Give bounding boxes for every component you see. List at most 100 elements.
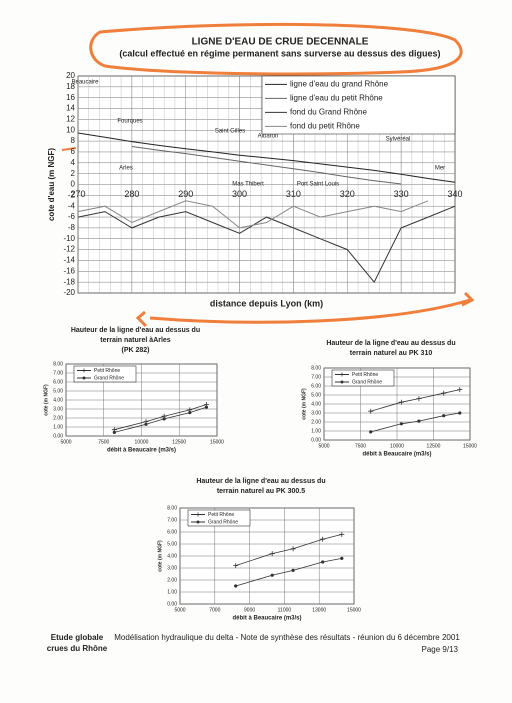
legend-marker [340,380,344,384]
point-marker [320,536,326,542]
y-tick-label: -18 [63,277,75,286]
chart-title: (PK 282) [121,347,149,354]
x-axis-label: débit à Beaucaire (m3/s) [232,616,301,622]
y-tick-label: 2.00 [167,577,177,583]
y-tick-label: 5.00 [53,388,63,394]
y-tick-label: -6 [68,212,76,221]
legend-label: Grand Rhône [94,375,124,381]
y-tick-label: 16 [66,93,75,102]
footer-page: Page 9/13 [422,645,459,654]
highlight-tick [61,147,77,151]
y-tick-label: 8.00 [53,361,63,367]
y-axis-label: cote (m NGF) [43,384,49,416]
point-marker [269,551,275,557]
y-axis-label: cote (m NGF) [301,388,307,420]
y-tick-label: 6.00 [53,379,63,385]
x-tick-label: 15000 [463,443,477,449]
x-tick-label: 10000 [135,439,149,445]
y-tick-label: 2.00 [53,415,63,421]
point-marker [204,405,209,409]
y-tick-label: 18 [66,82,75,91]
annotation: Sylvéréal [386,137,411,143]
y-tick-label: 1.00 [167,589,177,595]
footer-study: Etude globale [51,633,104,642]
chart-title: terrain naturel au PK 310 [350,350,433,357]
x-tick-label: 340 [447,189,462,199]
legend-label: ligne d'eau du petit Rhône [290,94,383,103]
point-marker [291,568,295,573]
legend-label: fond du Grand Rhône [290,108,367,117]
y-tick-label: 0.00 [167,601,177,607]
annotation: Albaron [258,134,279,140]
point-marker [416,396,422,402]
legend-label: Petit Rhône [352,372,378,378]
legend-label: fond du petit Rhône [290,122,360,131]
y-tick-label: 7.00 [53,370,63,376]
y-axis-label: cote (m NGF) [157,540,163,572]
x-tick-label: 12500 [172,439,186,445]
y-tick-label: 7.00 [311,374,321,380]
highlight-ellipse [89,22,463,76]
y-tick-label: 6.00 [311,383,321,389]
point-marker [112,430,116,434]
x-tick-label: 13000 [312,607,326,613]
y-tick-label: 2 [71,169,76,178]
chart-title: terrain naturel àArles [100,337,171,344]
chart-subtitle: (calcul effectué en régime permanent san… [119,48,440,58]
point-marker [441,390,447,396]
y-axis-label: cote d'eau (m NGF) [47,148,56,221]
annotation: Beaucaire [71,80,99,86]
legend-label: ligne d'eau du grand Rhône [290,80,389,89]
legend-marker [196,520,200,524]
y-tick-label: 8.00 [311,365,321,371]
y-tick-label: -14 [63,256,75,265]
y-tick-label: 6 [71,147,76,156]
point-marker [399,422,403,426]
y-tick-label: 1.00 [311,428,321,434]
y-tick-label: 1.00 [53,424,63,430]
point-marker [234,584,238,588]
legend-box [261,75,456,135]
annotation: Saint Gilles [215,129,245,135]
x-tick-label: 11000 [278,607,292,613]
y-tick-label: 5.00 [311,392,321,398]
y-tick-label: 3.00 [167,565,177,571]
point-marker [368,408,374,414]
annotation: Mer [435,166,445,172]
legend-label: Grand Rhône [208,519,238,525]
point-marker [162,417,166,421]
y-tick-label: 14 [66,104,75,113]
point-marker [417,419,421,423]
y-tick-label: 3.00 [311,410,321,416]
highlight-arrow [135,291,475,328]
legend-marker [82,376,86,380]
series-line [131,146,402,185]
x-tick-label: 10000 [390,443,404,449]
footer-description: Modélisation hydraulique du delta - Note… [114,633,460,642]
x-axis-label: débit à Beaucaire (m3/s) [107,448,176,454]
y-tick-label: -2 [68,190,76,199]
x-tick-label: 5000 [60,439,71,445]
y-tick-label: 3.00 [53,406,63,412]
series-line [77,200,429,229]
y-tick-label: 6.00 [167,529,177,535]
x-tick-label: 15000 [210,439,224,445]
y-tick-label: 20 [66,71,75,80]
series-line [77,205,456,284]
y-tick-label: 4.00 [53,397,63,403]
point-marker [270,573,274,577]
y-tick-label: -8 [68,223,76,232]
y-tick-label: -16 [63,266,75,275]
x-tick-label: 7500 [355,443,366,449]
point-marker [457,387,463,393]
chart-title: Hauteur de la ligne d'eau au dessus du [71,327,200,334]
x-axis-label: distance depuis Lyon (km) [210,298,323,308]
legend-label: Petit Rhône [208,512,234,518]
x-tick-label: 9000 [244,607,255,613]
y-tick-label: 2.00 [311,419,321,425]
annotation: Fourques [117,119,142,125]
point-marker [458,411,462,415]
y-tick-label: 0 [71,180,76,189]
